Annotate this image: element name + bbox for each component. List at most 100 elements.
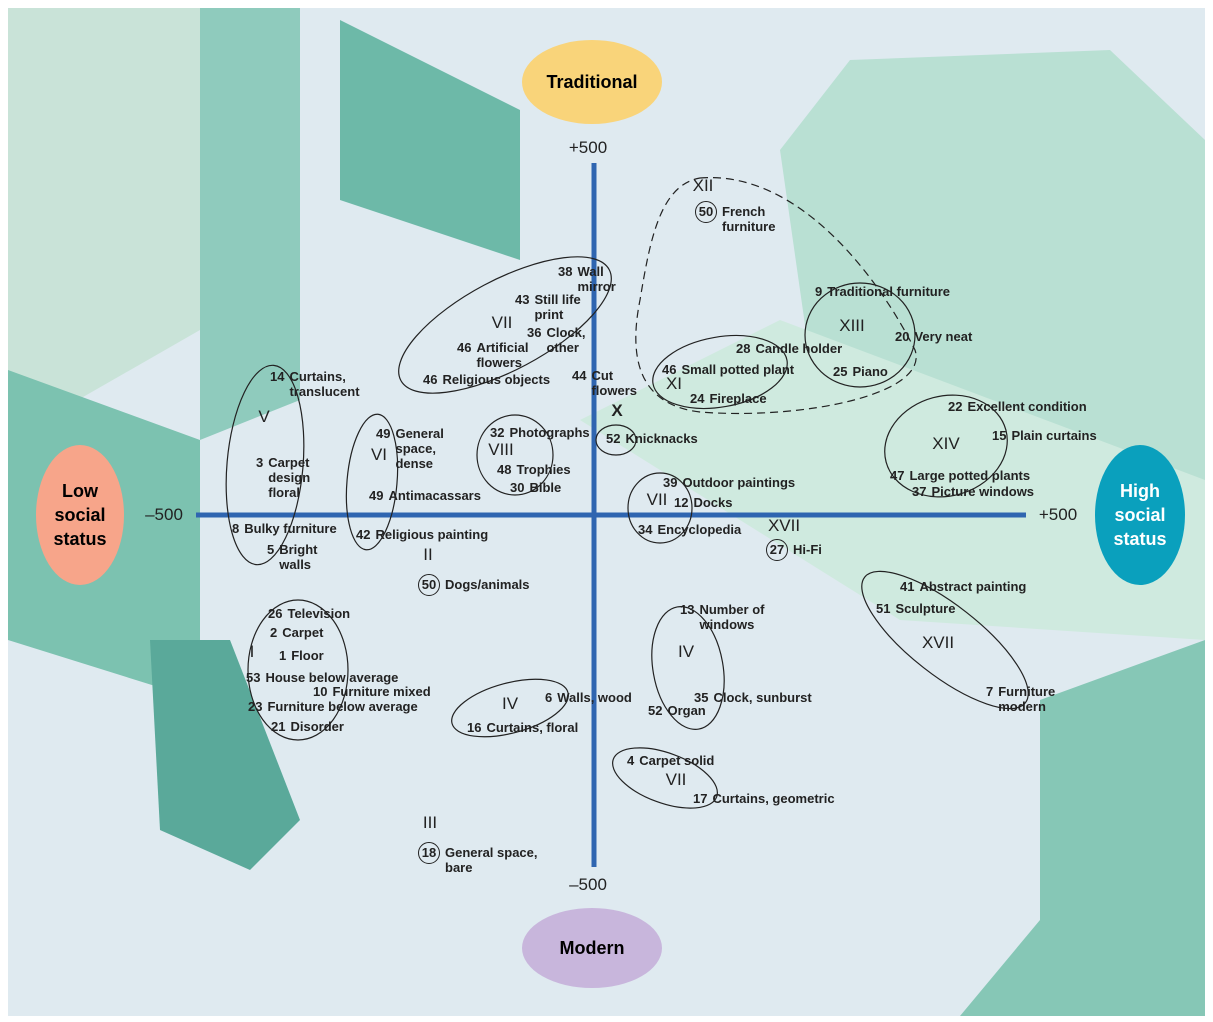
- item-number: 3: [256, 455, 264, 470]
- item-number: 18: [418, 842, 440, 864]
- item-label: Furniture mixed: [332, 684, 431, 699]
- item-number: 26: [268, 606, 283, 621]
- item-number: 52: [648, 703, 663, 718]
- item: 53 House below average: [246, 670, 455, 685]
- item: 6 Walls, wood: [545, 690, 657, 705]
- item: 47 Large potted plants: [890, 468, 1069, 483]
- item-number: 12: [674, 495, 689, 510]
- item-number: 48: [497, 462, 512, 477]
- cluster-numeral: X: [611, 401, 623, 420]
- item-number: 46: [457, 340, 472, 355]
- item-number: 30: [510, 480, 525, 495]
- cluster-outline: [398, 256, 612, 394]
- item: 18 General space, bare: [418, 842, 565, 875]
- item: 52 Knicknacks: [606, 431, 725, 446]
- item: 26 Television: [268, 606, 387, 621]
- item: 10 Furniture mixed: [313, 684, 472, 699]
- right-pole: [1095, 445, 1185, 585]
- item-label: Photographs: [509, 425, 590, 440]
- cluster-numeral: I: [249, 642, 255, 661]
- item: 17 Curtains, geometric: [693, 791, 862, 806]
- item-number: 6: [545, 690, 553, 705]
- item-label: Floor: [291, 648, 324, 663]
- item-label: Organ: [667, 703, 706, 718]
- cluster-numeral: VI: [370, 445, 388, 464]
- item: 8 Bulky furniture: [232, 521, 374, 536]
- left-tick: –500: [145, 505, 183, 524]
- item: 21 Disorder: [271, 719, 380, 734]
- cluster-numeral: XII: [692, 176, 714, 195]
- item: 42 Religious painting: [356, 527, 515, 542]
- item-label: Plain curtains: [1011, 428, 1097, 443]
- item-number: 15: [992, 428, 1007, 443]
- item: 24 Fireplace: [690, 391, 799, 406]
- cluster-numeral: XIII: [839, 316, 865, 335]
- item-label: Television: [287, 606, 351, 621]
- item-label: Religious objects: [442, 372, 551, 387]
- left-pole: [36, 445, 124, 585]
- item-label: Small potted plant: [681, 362, 795, 377]
- cluster-numeral: VII: [665, 770, 687, 789]
- item-number: 39: [663, 475, 678, 490]
- window: [8, 8, 200, 440]
- item-number: 43: [515, 292, 530, 307]
- cluster-outline: [861, 570, 1029, 710]
- item-number: 8: [232, 521, 240, 536]
- cluster-numeral: IV: [501, 694, 519, 713]
- item-label: Candle holder: [755, 341, 843, 356]
- item-number: 37: [912, 484, 927, 499]
- item: 46 Small potted plant: [662, 362, 831, 377]
- item-label: Sculpture: [895, 601, 956, 616]
- item-number: 50: [418, 574, 440, 596]
- item-number: 46: [662, 362, 677, 377]
- item-label: Cut flowers: [591, 368, 637, 398]
- item-label: General space, bare: [445, 845, 538, 875]
- item: 2 Carpet: [270, 625, 352, 640]
- bottom-tick: –500: [569, 875, 607, 894]
- cluster-numeral: XIV: [932, 434, 960, 453]
- item: 22 Excellent condition: [948, 399, 1117, 414]
- item-label: Curtains, floral: [486, 720, 579, 735]
- item-number: 41: [900, 579, 915, 594]
- item-number: 38: [558, 264, 573, 279]
- item: 4 Carpet solid: [627, 753, 739, 768]
- item-number: 10: [313, 684, 328, 699]
- item: 9 Traditional furniture: [815, 284, 997, 299]
- item-number: 35: [694, 690, 709, 705]
- cluster-numeral: III: [422, 813, 438, 832]
- item-number: 1: [279, 648, 287, 663]
- lamp: [960, 640, 1205, 1016]
- item-number: 28: [736, 341, 751, 356]
- item: 32 Photographs: [490, 425, 619, 440]
- item-number: 13: [680, 602, 695, 617]
- item: 46 Artificial flowers: [457, 340, 546, 370]
- item-label: Still life print: [534, 292, 581, 322]
- top-label: Traditional: [546, 72, 638, 92]
- item-label: Encyclopedia: [657, 522, 742, 537]
- item-label: Carpet design floral: [268, 455, 311, 500]
- item-number: 46: [423, 372, 438, 387]
- right-tick: +500: [1038, 505, 1078, 524]
- item-number: 50: [695, 201, 717, 223]
- item: 1 Floor: [279, 648, 351, 663]
- item: 16 Curtains, floral: [467, 720, 581, 735]
- item-label: Bright walls: [279, 542, 318, 572]
- item-number: 25: [833, 364, 848, 379]
- item-label: Furniture modern: [998, 684, 1056, 714]
- cluster-outline: [247, 599, 349, 741]
- item: 28 Candle holder: [736, 341, 875, 356]
- dog: [150, 640, 300, 870]
- item-number: 36: [527, 325, 542, 340]
- item-label: Curtains, geometric: [712, 791, 835, 806]
- item: 50 French furniture: [695, 201, 792, 234]
- bottom-pole: [522, 908, 662, 988]
- item: 44 Cut flowers: [572, 368, 646, 398]
- item-label: Dogs/animals: [445, 577, 530, 592]
- top-pole: [522, 40, 662, 124]
- item-number: 14: [270, 369, 285, 384]
- item-label: Large potted plants: [909, 468, 1031, 483]
- bottom-label: Modern: [559, 938, 625, 958]
- cluster-numeral: VIII: [488, 440, 514, 459]
- item-number: 7: [986, 684, 994, 699]
